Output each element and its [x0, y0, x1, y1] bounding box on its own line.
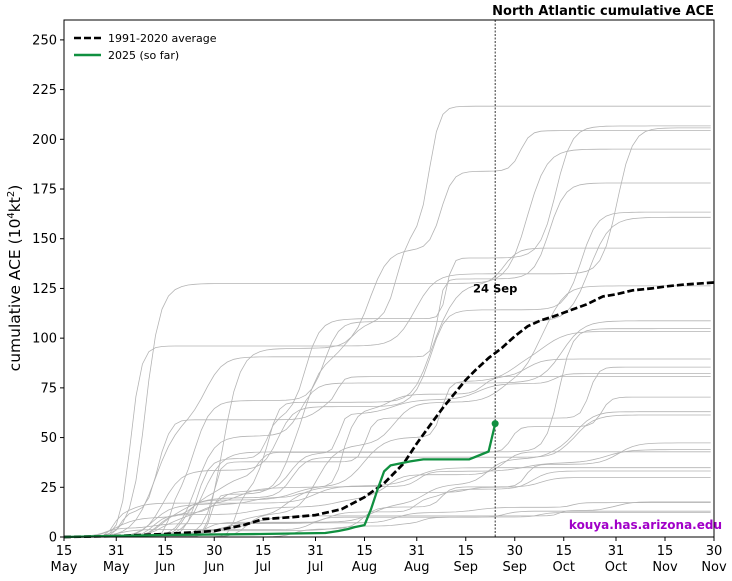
series-2025-line	[63, 423, 497, 539]
y-tick-label: 225	[32, 83, 57, 98]
y-tick-label: 150	[32, 232, 57, 247]
y-axis-label-sup: 4	[6, 212, 17, 218]
y-tick-label: 175	[32, 183, 57, 198]
historical-season-line	[64, 467, 711, 538]
watermark: kouya.has.arizona.edu	[569, 518, 722, 532]
x-tick-month-label: Jul	[254, 560, 271, 575]
plot-frame	[63, 19, 715, 538]
historical-season-line	[64, 470, 711, 538]
x-tick-month-label: Sep	[502, 560, 527, 575]
x-tick-month-label: Jul	[307, 560, 324, 575]
historical-season-line	[64, 216, 711, 538]
x-tick-month-label: Oct	[553, 560, 575, 575]
historical-season-line	[64, 510, 711, 538]
y-axis-label: cumulative ACE (104kt2)	[6, 185, 24, 372]
x-tick-day-label: 31	[608, 544, 625, 559]
y-tick-label: 50	[40, 431, 57, 446]
x-tick-day-label: 15	[356, 544, 373, 559]
y-axis-label-end: )	[6, 185, 24, 191]
x-tick-day-label: 15	[657, 544, 674, 559]
y-tick-label: 0	[49, 531, 57, 546]
x-tick-day-label: 30	[506, 544, 523, 559]
x-tick-day-label: 15	[56, 544, 73, 559]
x-tick-day-label: 15	[555, 544, 572, 559]
x-tick-month-label: May	[51, 560, 78, 575]
x-tick-day-label: 15	[255, 544, 272, 559]
historical-season-line	[64, 502, 711, 538]
x-tick-day-label: 30	[706, 544, 723, 559]
series-layer	[63, 281, 715, 539]
historical-season-line	[64, 376, 711, 538]
x-tick-month-label: May	[103, 560, 130, 575]
historical-season-line	[64, 414, 711, 538]
current-date-label: 24 Sep	[473, 281, 517, 295]
x-tick-month-label: Oct	[605, 560, 627, 575]
y-tick-label: 75	[40, 381, 57, 396]
x-tick-month-label: Sep	[454, 560, 479, 575]
historical-season-line	[63, 148, 711, 538]
historical-season-line	[64, 127, 711, 538]
plot-area	[64, 20, 714, 537]
y-axis-label-unit: kt	[6, 197, 24, 212]
x-tick-day-label: 15	[157, 544, 174, 559]
historical-season-line	[64, 451, 711, 538]
series-average-line	[63, 281, 715, 539]
y-tick-label: 250	[32, 33, 57, 48]
x-tick-day-label: 31	[307, 544, 324, 559]
x-tick-day-label: 31	[408, 544, 425, 559]
x-tick-month-label: Nov	[701, 560, 727, 575]
series-2025-latest-point	[491, 420, 499, 428]
x-tick-day-label: 30	[206, 544, 223, 559]
legend-label-2025: 2025 (so far)	[108, 49, 179, 62]
x-tick-day-label: 15	[457, 544, 474, 559]
legend-label-average: 1991-2020 average	[108, 32, 217, 45]
x-tick-month-label: Aug	[352, 560, 377, 575]
y-axis-label-text: cumulative ACE (10	[6, 219, 24, 372]
historical-season-line	[63, 182, 711, 538]
x-tick-month-label: Jun	[203, 560, 224, 575]
x-tick-day-label: 31	[108, 544, 125, 559]
chart-title: North Atlantic cumulative ACE	[492, 4, 714, 19]
y-axis-label-unit-sup: 2	[6, 191, 17, 197]
historical-season-line	[64, 476, 711, 538]
y-tick-label: 25	[40, 481, 57, 496]
x-tick-month-label: Aug	[404, 560, 429, 575]
y-tick-label: 100	[32, 332, 57, 347]
historical-season-line	[64, 211, 711, 538]
x-tick-month-label: Jun	[154, 560, 175, 575]
historical-season-line	[64, 358, 711, 538]
historical-season-line	[64, 320, 711, 538]
legend: 1991-2020 average 2025 (so far)	[74, 32, 217, 62]
axes: 025507510012515017520022525015May31May15…	[32, 33, 727, 575]
y-tick-label: 125	[32, 282, 57, 297]
x-tick-month-label: Nov	[652, 560, 678, 575]
y-tick-label: 200	[32, 133, 57, 148]
